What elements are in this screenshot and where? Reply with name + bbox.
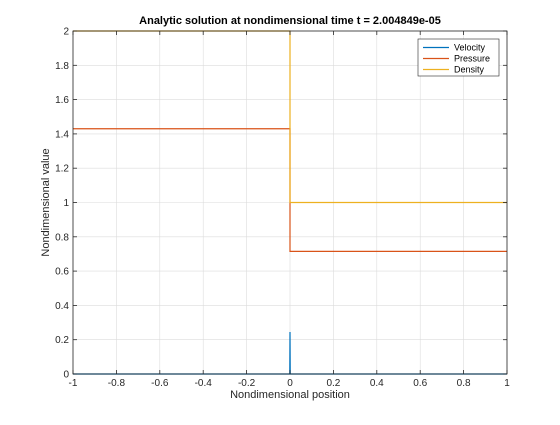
x-tick-label: 0.4 xyxy=(370,378,384,389)
x-tick-label: -1 xyxy=(69,378,78,389)
y-tick-label: 1.4 xyxy=(55,129,69,140)
legend-label-velocity: Velocity xyxy=(454,43,486,53)
x-tick-label: 1 xyxy=(504,378,510,389)
y-tick-label: 0.8 xyxy=(55,232,69,243)
x-tick-label: -0.6 xyxy=(151,378,169,389)
legend-label-pressure: Pressure xyxy=(454,54,490,64)
x-tick-label: -0.8 xyxy=(108,378,126,389)
y-tick-label: 0.4 xyxy=(55,301,69,312)
x-tick-label: -0.2 xyxy=(238,378,256,389)
x-tick-label: 0 xyxy=(287,378,293,389)
legend-label-density: Density xyxy=(454,65,485,75)
x-axis-label: Nondimensional position xyxy=(230,389,350,401)
y-tick-label: 0.2 xyxy=(55,335,69,346)
y-tick-label: 1.2 xyxy=(55,164,69,175)
y-tick-label: 2 xyxy=(63,27,69,38)
x-tick-label: 0.8 xyxy=(457,378,471,389)
y-tick-label: 1.8 xyxy=(55,61,69,72)
x-tick-label: -0.4 xyxy=(195,378,213,389)
y-tick-label: 0.6 xyxy=(55,267,69,278)
y-tick-label: 1 xyxy=(63,198,69,209)
chart-title: Analytic solution at nondimensional time… xyxy=(139,15,441,27)
x-tick-label: 0.2 xyxy=(326,378,340,389)
y-axis-label: Nondimensional value xyxy=(40,148,52,256)
x-tick-label: 0.6 xyxy=(413,378,427,389)
y-tick-label: 1.6 xyxy=(55,95,69,106)
ticks: -1 -0.8 -0.6 -0.4 -0.2 0 0.2 0.4 0.6 0.8 1 0 0.2 0.4 0… xyxy=(55,27,510,390)
y-tick-label: 0 xyxy=(63,370,69,381)
